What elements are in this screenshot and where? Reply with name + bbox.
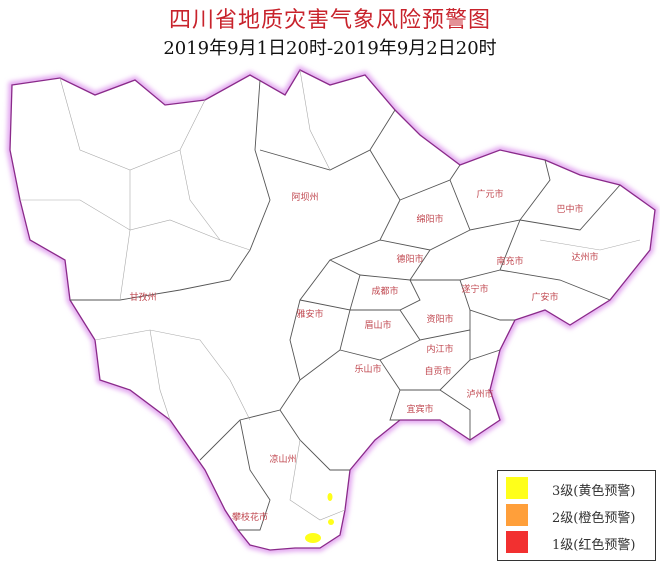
warning-area	[328, 519, 334, 525]
prefecture-label: 眉山市	[364, 319, 391, 331]
legend-item-level3: 3级(黄色预警)	[506, 477, 651, 499]
orange-swatch	[506, 504, 528, 526]
prefecture-label: 凉山州	[269, 453, 296, 465]
prefecture-label: 资阳市	[426, 313, 453, 325]
legend: 3级(黄色预警) 2级(橙色预警) 1级(红色预警)	[497, 470, 656, 561]
yellow-swatch	[506, 477, 528, 499]
prefecture-label: 阿坝州	[291, 192, 318, 203]
prefecture-boundaries	[70, 79, 621, 531]
prefecture-label: 乐山市	[354, 363, 381, 375]
legend-item-level2: 2级(橙色预警)	[506, 504, 651, 526]
prefecture-label: 广元市	[476, 188, 503, 200]
warning-areas-level3	[305, 493, 334, 543]
province-outline	[6, 65, 659, 554]
prefecture-label: 宜宾市	[406, 403, 433, 415]
prefecture-label: 雅安市	[296, 308, 323, 320]
prefecture-label: 攀枝花市	[232, 511, 268, 523]
prefecture-label: 内江市	[426, 343, 453, 355]
county-boundaries	[20, 69, 641, 521]
prefecture-label: 广安市	[531, 291, 558, 303]
legend-item-level1: 1级(红色预警)	[506, 531, 651, 553]
prefecture-label: 甘孜州	[129, 291, 156, 303]
prefecture-label: 成都市	[371, 285, 398, 297]
map-subtitle: 2019年9月1日20时-2019年9月2日20时	[163, 38, 497, 59]
prefecture-label: 巴中市	[556, 203, 583, 215]
prefecture-label: 德阳市	[396, 253, 423, 265]
warning-area	[305, 533, 321, 543]
prefecture-label: 南充市	[496, 255, 523, 267]
map-title: 四川省地质灾害气象风险预警图	[168, 8, 491, 33]
prefecture-label: 自贡市	[424, 365, 451, 377]
red-swatch	[506, 531, 528, 553]
prefecture-label: 达州市	[571, 251, 598, 263]
prefecture-label: 泸州市	[466, 388, 493, 400]
warning-area	[327, 493, 333, 501]
prefecture-label: 遂宁市	[461, 283, 488, 295]
prefecture-label: 绵阳市	[416, 213, 443, 225]
